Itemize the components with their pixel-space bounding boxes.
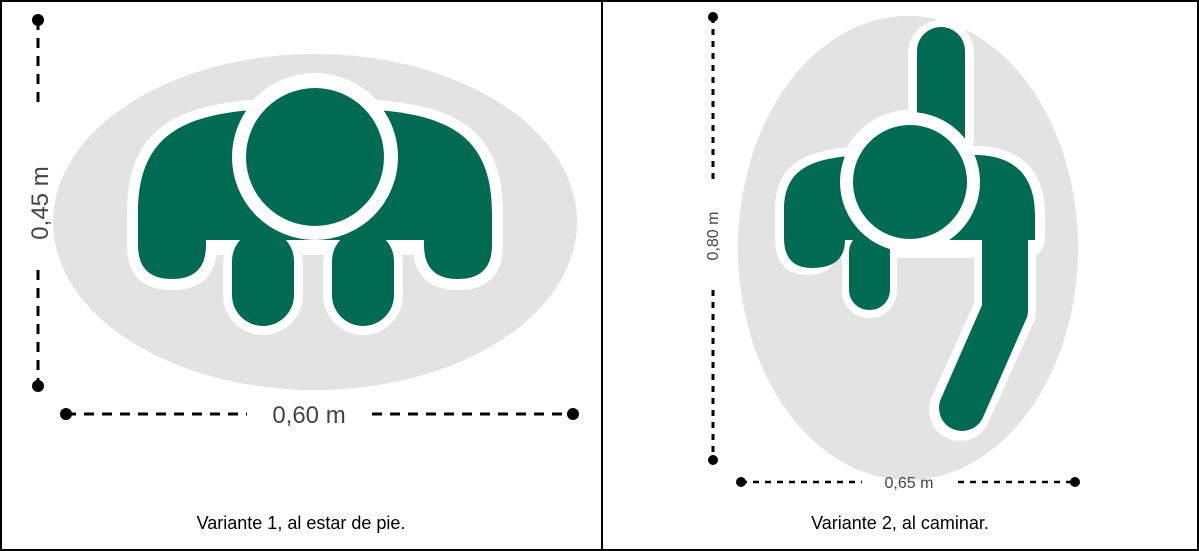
dimension-endpoint	[708, 12, 718, 22]
head-shape	[853, 125, 967, 239]
dimension-endpoint	[32, 380, 44, 392]
caption-panel2: Variante 2, al caminar.	[811, 513, 989, 533]
back-leg-shape	[849, 232, 890, 310]
width-dimension: 0,60 m	[60, 402, 579, 429]
width-dimension: 0,65 m	[736, 475, 1080, 492]
walking-figure	[775, 20, 1045, 441]
dimension-endpoint	[32, 14, 44, 26]
panel-walking: 0,80 m 0,65 m Variante 2, al caminar.	[705, 12, 1080, 533]
height-dimension: 0,80 m	[705, 12, 722, 465]
width-label-panel2: 0,65 m	[885, 475, 934, 492]
caption-panel1: Variante 1, al estar de pie.	[197, 513, 406, 533]
left-leg-shape	[232, 230, 294, 326]
dimension-endpoint	[567, 408, 579, 420]
head-shape	[246, 88, 384, 226]
dimension-endpoint	[60, 408, 72, 420]
dimension-endpoint	[708, 455, 718, 465]
height-dimension: 0,45 m	[27, 14, 54, 392]
dimension-endpoint	[1070, 477, 1080, 487]
right-leg-shape	[332, 230, 394, 326]
width-label-panel1: 0,60 m	[272, 402, 345, 429]
height-label-panel2: 0,80 m	[705, 212, 722, 261]
dimension-endpoint	[736, 477, 746, 487]
panel-standing: 0,45 m 0,60 m Variante 1, al estar de pi…	[27, 14, 579, 533]
standing-figure	[127, 73, 503, 335]
height-label-panel1: 0,45 m	[27, 166, 54, 239]
